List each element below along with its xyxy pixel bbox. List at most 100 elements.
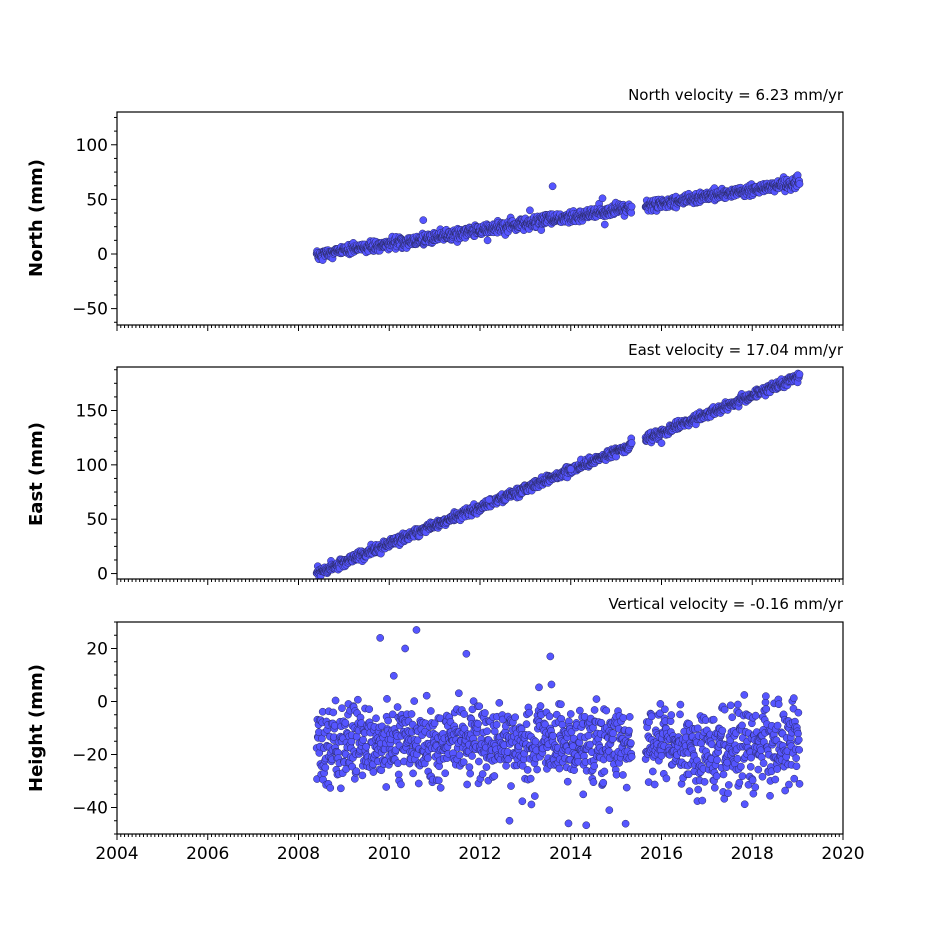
height-data-point [441,769,450,778]
height-data-point [482,763,491,771]
height-data-point [792,762,801,771]
height-outlier-point [462,649,471,658]
height-data-point [466,769,475,778]
height-data-point [555,764,564,773]
height-data-point [789,694,798,702]
height-data-point [718,726,727,735]
height-data-point [773,765,782,773]
height-data-point [426,707,435,715]
north-y-tick-label: 0 [97,245,108,265]
north-outlier-point [526,206,534,215]
height-data-point [766,791,774,800]
height-data-point [661,705,669,714]
height-data-point [422,691,431,700]
x-tick-label: 2006 [186,844,229,864]
height-data-point [352,767,361,776]
height-data-point [369,768,378,776]
height-data-point [590,762,599,770]
height-data-point [475,702,484,711]
east-velocity-title: East velocity = 17.04 mm/yr [628,341,844,359]
height-data-point [507,782,515,790]
height-data-point [474,719,482,728]
height-data-point [647,712,656,721]
height-data-point [738,772,747,780]
height-data-point [337,784,345,793]
north-outlier-point [419,216,428,224]
height-data-point [795,779,804,788]
x-tick-label: 2014 [549,844,592,864]
north-y-tick-label: 100 [76,136,108,156]
east-data-point [627,439,636,447]
height-data-point [481,709,489,717]
x-tick-label: 2010 [368,844,411,864]
east-axis-label: East (mm) [26,422,47,526]
height-data-point [738,721,746,730]
x-tick-label: 2016 [640,844,683,864]
height-data-point [737,762,745,771]
x-tick-label: 2004 [95,844,138,864]
height-data-point [694,785,703,794]
height-data-point [579,790,588,799]
height-data-point [490,772,499,780]
height-data-point [389,671,398,680]
height-data-point [549,731,557,740]
height-data-point [676,700,685,709]
height-outlier-point [546,652,555,661]
height-data-point [460,710,468,718]
height-data-point [329,708,338,717]
height-data-point [321,763,330,772]
panel-east: East velocity = 17.04 mm/yr 0 50 100 150 Ea… [26,341,844,585]
height-data-point [751,711,760,720]
height-data-point [771,775,780,784]
height-data-point [434,776,443,785]
height-data-point [600,767,609,776]
height-data-point [582,821,591,830]
height-data-point [383,695,391,703]
height-data-point [662,774,671,783]
height-data-point [720,705,729,714]
height-data-point [592,695,601,703]
height-data-point [557,700,565,709]
height-data-point [621,819,630,828]
height-data-point [650,780,659,789]
height-data-point [590,706,599,714]
north-outlier-point [600,220,609,229]
height-data-point [728,713,737,722]
north-y-tick-label: 50 [86,190,108,210]
height-outlier-point [605,806,614,815]
height-data-point [749,789,758,798]
height-data-point [358,771,367,780]
height-data-point [676,710,684,719]
height-outlier-point [376,634,385,642]
height-data-point [712,772,721,781]
height-data-point [547,680,556,689]
east-data-point [795,370,804,379]
height-data-point [794,735,803,744]
height-data-point [625,713,634,721]
height-data-point [627,739,635,747]
height-y-tick-label: −20 [72,746,108,766]
height-data-point [751,783,760,792]
height-data-point [713,756,721,764]
height-data-point [566,710,575,718]
height-data-point [523,766,532,774]
height-data-point [478,770,487,778]
height-data-point [602,706,611,715]
east-outlier-point [566,465,575,474]
east-y-tick-label: 0 [97,565,108,585]
x-tick-label: 2012 [458,844,501,864]
height-data-point [511,713,520,722]
north-data-point [795,180,804,188]
height-data-point [459,758,468,766]
height-data-point [599,778,608,787]
east-y-tick-label: 100 [76,456,108,476]
height-data-point [619,714,628,722]
height-data-point [667,711,676,719]
height-data-point [724,781,733,789]
height-data-point [758,772,767,781]
height-data-point [414,779,423,788]
height-data-point [762,705,771,713]
x-tick-label: 2020 [821,844,864,864]
height-data-point [625,726,633,735]
